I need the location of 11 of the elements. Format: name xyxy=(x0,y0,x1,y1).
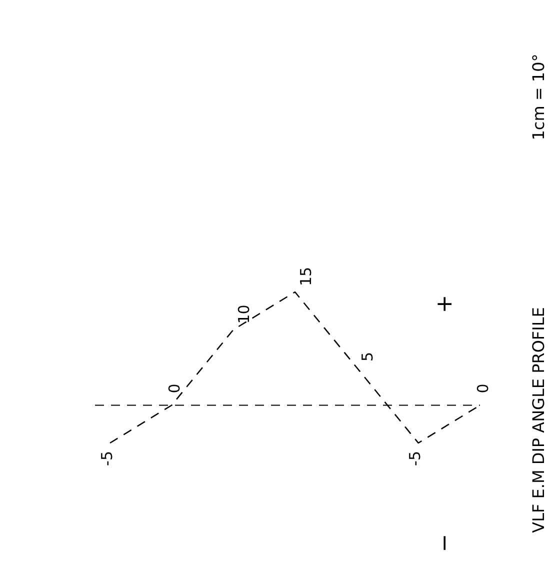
data-label: -5 xyxy=(98,451,116,466)
text: VLF E.M DIP ANGLE PROFILE xyxy=(529,307,548,533)
data-label: 0 xyxy=(166,384,184,394)
text: − xyxy=(432,534,458,552)
data-label: 5 xyxy=(358,352,377,362)
data-label: -5 xyxy=(406,451,424,466)
text: 1cm = 10° xyxy=(529,54,548,140)
data-label: 15 xyxy=(296,266,315,286)
data-label: 10 xyxy=(235,304,254,324)
data-label: 0 xyxy=(474,384,492,394)
annotation: + xyxy=(432,294,458,314)
